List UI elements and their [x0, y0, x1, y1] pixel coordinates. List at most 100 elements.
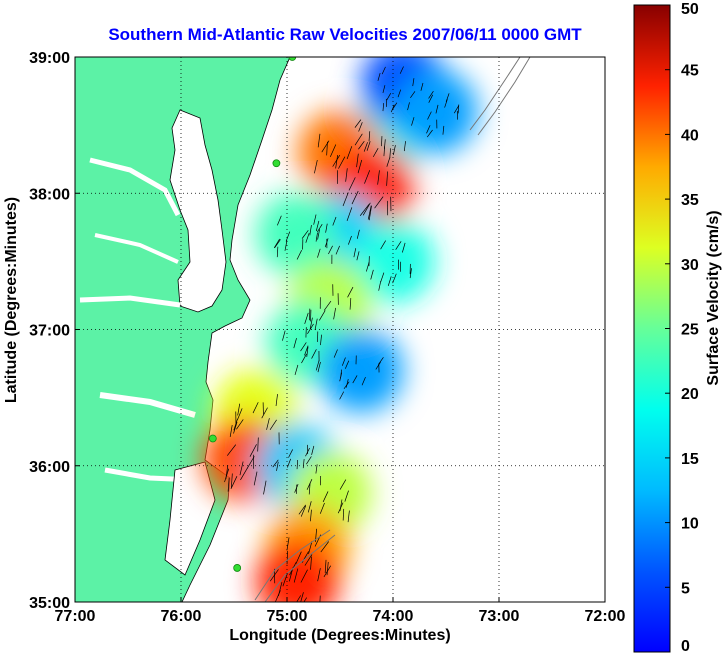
velocity-arrow [266, 418, 270, 430]
velocity-arrow [347, 510, 350, 523]
velocity-arrow [317, 229, 320, 240]
velocity-arrow [257, 437, 259, 452]
velocity-arrow [293, 338, 297, 349]
colorbar-tick-label: 25 [681, 322, 699, 339]
velocity-arrow [276, 215, 282, 226]
velocity-arrow [319, 310, 326, 321]
velocity-arrow [320, 334, 322, 346]
velocity-arrow [335, 154, 338, 169]
velocity-arrow [382, 85, 386, 94]
velocity-arrow [347, 286, 354, 298]
velocity-arrow [315, 220, 320, 232]
velocity-arrow [339, 479, 347, 490]
velocity-arrow [288, 449, 293, 458]
velocity-arrow [272, 459, 279, 468]
velocity-arrow [397, 89, 402, 98]
velocity-arrow [300, 569, 308, 583]
velocity-arrow [236, 419, 244, 430]
velocity-arrow [392, 145, 396, 156]
velocity-arrow [328, 245, 333, 255]
velocity-arrow [338, 156, 346, 169]
velocity-arrow [284, 240, 288, 251]
x-tick-label: 77:00 [55, 608, 96, 625]
velocity-arrow [392, 102, 398, 110]
velocity-arrow [322, 491, 329, 503]
velocity-arrow [307, 501, 312, 513]
velocity-arrow [386, 157, 391, 167]
velocity-arrow [352, 375, 358, 384]
velocity-arrow [314, 159, 318, 174]
land-mass [75, 57, 291, 602]
velocity-arrow [301, 353, 307, 364]
velocity-arrow [240, 467, 248, 481]
velocity-vectors [224, 66, 460, 602]
velocity-arrow [409, 268, 412, 279]
velocity-arrow [341, 357, 346, 366]
velocity-arrow [321, 140, 330, 153]
x-axis-label: Longitude (Degrees:Minutes) [229, 627, 450, 644]
velocity-arrow [428, 94, 434, 103]
velocity-arrow [356, 153, 359, 168]
velocity-arrow [366, 141, 371, 151]
velocity-arrow [386, 92, 392, 101]
colorbar-tick-label: 0 [681, 638, 690, 655]
velocity-arrow [386, 171, 388, 186]
velocity-arrow [356, 251, 360, 261]
velocity-arrow [395, 241, 402, 250]
velocity-arrow [231, 473, 233, 488]
velocity-arrow [293, 568, 299, 583]
velocity-arrow [317, 361, 321, 373]
velocity-arrow [377, 72, 381, 81]
velocity-arrow [237, 408, 243, 420]
velocity-arrow [345, 168, 348, 182]
velocity-arrow [348, 235, 352, 245]
velocity-arrow [306, 346, 309, 358]
velocity-arrow [444, 99, 448, 108]
colorbar-tick-label: 50 [681, 1, 699, 18]
velocity-arrow [382, 103, 385, 112]
velocity-arrow [407, 102, 410, 111]
velocity-arrow [344, 490, 349, 502]
x-tick-label: 76:00 [161, 608, 202, 625]
velocity-arrow [276, 246, 279, 258]
velocity-arrow [304, 312, 309, 325]
x-tick-label: 75:00 [267, 608, 308, 625]
velocity-arrow [317, 248, 321, 258]
velocity-cell [255, 192, 340, 277]
velocity-arrow [349, 298, 352, 310]
colorbar-tick-label: 45 [681, 63, 699, 80]
velocity-arrow [332, 216, 337, 226]
velocity-arrow [317, 223, 323, 233]
velocity-arrow [315, 232, 318, 242]
velocity-arrow [356, 229, 360, 239]
velocity-arrow [323, 300, 332, 311]
velocity-arrow [426, 125, 431, 134]
velocity-arrow [366, 261, 370, 272]
velocity-arrow [300, 592, 304, 602]
velocity-arrow [378, 280, 382, 291]
velocity-arrow [435, 104, 439, 114]
velocity-arrow [319, 595, 321, 602]
velocity-arrow [426, 129, 433, 138]
velocity-arrow [344, 360, 350, 369]
velocity-arrow [368, 205, 372, 221]
velocity-arrow [412, 78, 415, 87]
chart-title: Southern Mid-Atlantic Raw Velocities 200… [108, 25, 582, 44]
velocity-arrow [380, 240, 386, 250]
velocity-arrow [361, 376, 366, 386]
velocity-arrow [319, 502, 325, 514]
velocity-arrow [368, 131, 371, 142]
colorbar-tick-label: 20 [681, 386, 699, 403]
velocity-arrow [309, 317, 313, 330]
velocity-arrow [313, 214, 317, 225]
velocity-arrow [442, 125, 445, 135]
velocity-arrow [324, 559, 327, 574]
colorbar: 0 5 10 15 20 25 30 35 40 45 50 Surface Velocity (c… [633, 1, 722, 655]
colorbar-tick-label: 5 [681, 580, 690, 597]
y-axis-ticks: 35:00 36:00 37:00 38:00 39:00 [29, 50, 80, 612]
velocity-arrow [410, 91, 416, 99]
velocity-arrow [342, 192, 349, 207]
velocity-heatmap [202, 57, 478, 602]
velocity-arrow [367, 205, 372, 220]
station-marker [272, 159, 281, 168]
